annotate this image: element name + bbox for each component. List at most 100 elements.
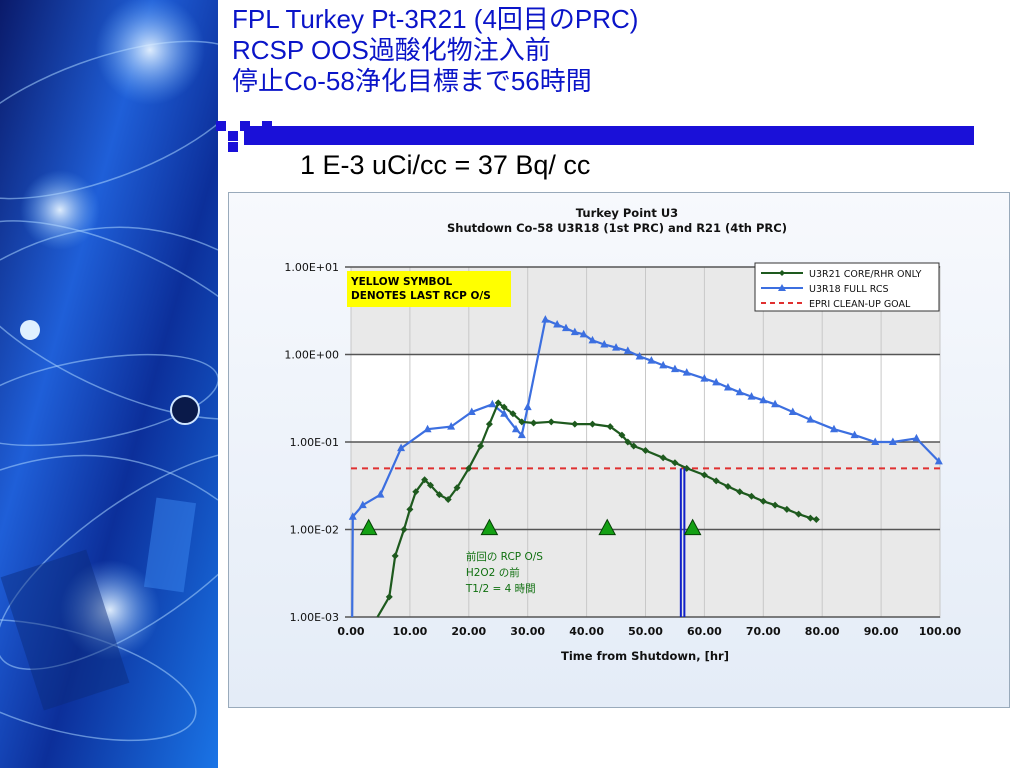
co58-shutdown-chart: Turkey Point U3 Shutdown Co-58 U3R18 (1s… [284,206,962,663]
x-tick-label: 50.00 [628,625,663,638]
data-point-u3r21 [421,476,429,484]
data-point-u3r18 [871,437,880,445]
x-tick-label: 90.00 [864,625,899,638]
data-point-u3r18 [517,430,526,439]
data-point-u3r21 [683,464,691,472]
data-point-u3r18 [659,360,668,369]
data-point-u3r21 [630,442,638,450]
data-point-u3r21 [465,464,473,472]
data-point-u3r18 [670,364,679,373]
data-point-u3r18 [588,335,597,344]
last-rcp-triangle-marker [598,518,617,536]
title-line-3: 停止Co-58浄化目標まで56時間 [232,66,592,96]
chart-subtitle: Shutdown Co-58 U3R18 (1st PRC) and R21 (… [447,221,787,235]
x-tick-label: 30.00 [510,625,545,638]
data-point-u3r21 [391,552,399,560]
data-point-u3r18 [806,415,815,423]
data-point-u3r21 [795,510,803,518]
chart-title: Turkey Point U3 [576,206,678,220]
yellow-symbol-note-text: DENOTES LAST RCP O/S [351,290,491,302]
data-point-u3r18 [553,320,562,328]
unit-conversion-subtitle: 1 E-3 uCi/cc = 37 Bq/ cc [300,150,591,180]
x-tick-label: 0.00 [337,625,364,638]
data-point-u3r18 [623,346,632,354]
data-point-u3r18 [488,399,497,408]
data-point-u3r21 [406,505,414,513]
data-point-u3r18 [647,356,656,364]
slide-title: FPL Turkey Pt-3R21 (4回目のPRC) RCSP OOS過酸化… [232,4,638,97]
data-point-u3r21 [477,442,485,450]
data-point-u3r21 [547,418,555,426]
last-rcp-triangle-marker [480,518,499,536]
last-rcp-triangle-marker [359,518,378,536]
data-point-u3r21 [712,477,720,485]
data-point-u3r18 [712,377,721,386]
data-point-u3r18 [423,424,432,433]
data-point-u3r18 [850,430,859,439]
data-point-u3r18 [561,323,570,332]
data-point-u3r18 [829,424,838,433]
yellow-symbol-note-text: YELLOW SYMBOL [350,276,452,288]
data-point-u3r21 [509,410,517,418]
data-point-u3r18 [579,329,588,338]
data-point-u3r18 [612,343,621,351]
data-point-u3r18 [348,512,357,520]
data-point-u3r21 [659,454,667,462]
data-point-u3r21 [771,501,779,509]
y-tick-label: 1.00E+01 [284,261,339,274]
data-point-u3r18 [771,399,780,408]
data-point-u3r21 [618,431,626,439]
data-point-u3r18 [635,351,644,360]
data-point-u3r18 [735,387,744,396]
data-point-u3r21 [748,492,756,500]
decorative-background-art [0,0,218,768]
data-point-u3r21 [485,420,493,428]
data-point-u3r18 [747,392,756,400]
title-line-2: RCSP OOS過酸化物注入前 [232,35,551,65]
legend-marker [778,284,786,291]
data-point-u3r21 [736,488,744,496]
legend-label: U3R18 FULL RCS [809,284,889,295]
data-point-u3r21 [624,438,632,446]
data-point-u3r18 [397,443,406,452]
decorative-title-bar [216,121,974,152]
data-point-u3r18 [447,422,456,430]
data-point-u3r21 [759,497,767,505]
data-point-u3r21 [588,420,596,428]
data-point-u3r21 [518,418,526,426]
data-point-u3r21 [435,491,443,499]
data-point-u3r21 [500,403,508,411]
y-tick-label: 1.00E-03 [290,611,339,624]
data-point-u3r21 [700,471,708,479]
data-point-u3r21 [412,488,420,496]
data-point-u3r18 [511,424,520,433]
x-tick-label: 40.00 [569,625,604,638]
data-point-u3r18 [723,382,732,391]
data-point-u3r18 [788,407,797,416]
data-point-u3r21 [724,483,732,491]
data-point-u3r18 [700,374,709,382]
y-tick-label: 1.00E-02 [290,524,339,537]
x-tick-label: 60.00 [687,625,722,638]
data-point-u3r21 [530,419,538,427]
data-point-u3r21 [427,481,435,489]
chart-panel: Turkey Point U3 Shutdown Co-58 U3R18 (1s… [228,192,1010,708]
x-tick-label: 70.00 [746,625,781,638]
x-tick-label: 100.00 [919,625,962,638]
legend-marker [779,270,785,276]
prc-note-text: T1/2 = 4 時間 [465,583,536,595]
y-tick-label: 1.00E+00 [284,349,339,362]
data-point-u3r18 [358,500,367,509]
data-point-u3r18 [376,490,385,498]
data-point-u3r18 [600,340,609,348]
data-point-u3r18 [570,327,579,336]
x-axis-label: Time from Shutdown, [hr] [561,649,729,663]
y-tick-label: 1.00E-01 [290,436,339,449]
data-point-u3r21 [783,505,791,513]
data-point-u3r21 [400,526,408,533]
x-tick-label: 80.00 [805,625,840,638]
x-tick-label: 10.00 [393,625,428,638]
data-point-u3r21 [642,446,649,454]
data-point-u3r18 [523,402,532,411]
title-line-1: FPL Turkey Pt-3R21 (4回目のPRC) [232,4,639,34]
